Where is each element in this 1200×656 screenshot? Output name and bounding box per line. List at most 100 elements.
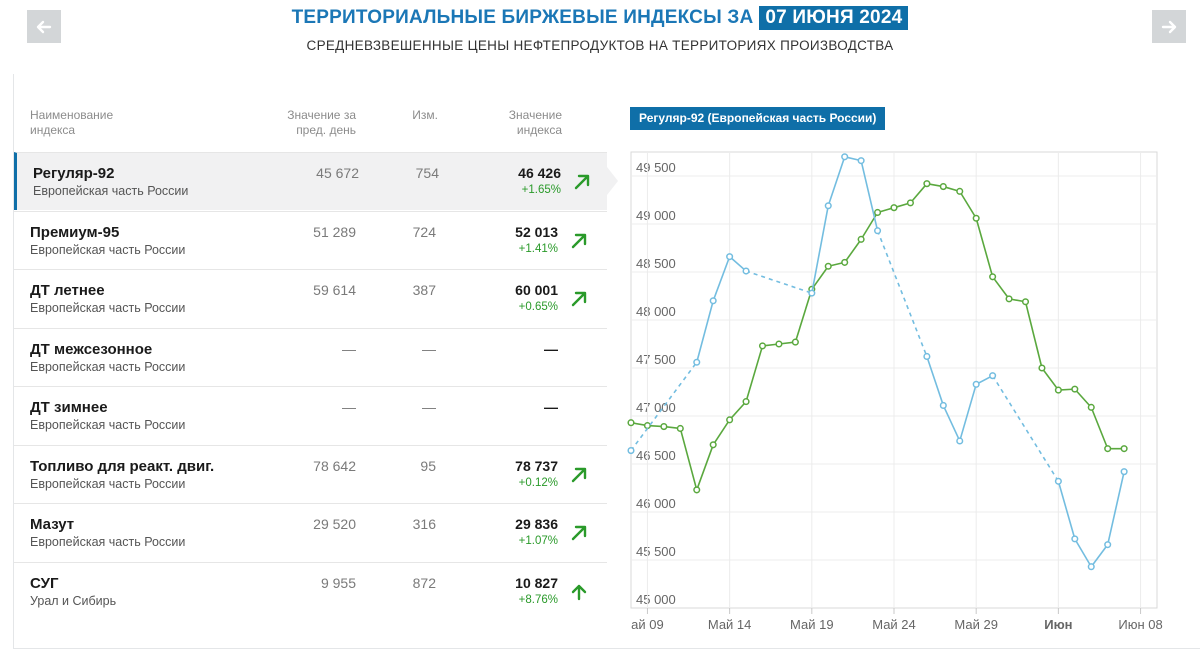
column-header-name-line2: индекса	[30, 123, 76, 137]
series-2-segment	[958, 384, 977, 442]
y-tick-label: 48 500	[636, 256, 676, 271]
series-1-point	[1021, 298, 1030, 306]
date-badge: 07 ИЮНЯ 2024	[759, 6, 909, 30]
series-1-point	[660, 423, 668, 431]
arrow-right-icon	[1161, 20, 1177, 33]
series-1-segment	[811, 265, 829, 290]
header: ТЕРРИТОРИАЛЬНЫЕ БИРЖЕВЫЕ ИНДЕКСЫ ЗА 07 ИЮ…	[0, 0, 1200, 74]
series-1-point	[1087, 403, 1095, 411]
series-2-point	[956, 437, 964, 445]
series-1-point	[775, 340, 783, 348]
row-percent: +0.65%	[518, 301, 558, 313]
column-header-value: Значение индекса	[468, 108, 562, 138]
column-header-prev-line2: пред. день	[296, 123, 356, 137]
series-1-point	[1071, 385, 1079, 393]
row-prev-value: —	[342, 399, 356, 415]
series-1-point	[956, 187, 964, 195]
series-1-point	[841, 258, 849, 266]
series-2-point	[1087, 563, 1095, 571]
row-change: —	[422, 340, 436, 357]
y-tick-label: 47 000	[636, 400, 676, 415]
y-tick-label: 45 000	[636, 592, 676, 607]
row-name: ДТ межсезонное	[30, 340, 153, 358]
series-1-point	[627, 419, 635, 427]
row-percent: +8.76%	[518, 593, 558, 606]
series-2-segment	[1106, 471, 1125, 545]
series-2-segment	[811, 205, 830, 294]
table-row[interactable]: Премиум-95 Европейская часть России 51 289…	[14, 210, 607, 269]
y-tick-label: 46 000	[636, 496, 676, 511]
series-2-point	[627, 447, 635, 455]
index-table: Наименование индекса Значение за пред. д…	[14, 96, 618, 620]
x-tick-label: Май 29	[954, 617, 998, 632]
series-1-point	[1005, 295, 1013, 303]
series-2-point	[923, 352, 931, 361]
column-header-name-line1: Наименование	[30, 108, 114, 122]
series-2-point	[874, 227, 882, 235]
row-change: 754	[415, 165, 439, 181]
row-region: Европейская часть России	[30, 535, 186, 549]
series-1-point	[939, 183, 947, 191]
row-name: Премиум-95	[30, 223, 120, 241]
series-2-segment	[695, 300, 714, 363]
series-2-segment	[729, 256, 747, 272]
series-2-point	[693, 358, 701, 366]
arrow-up-right-icon	[571, 525, 587, 541]
row-prev-value: 29 520	[313, 516, 356, 532]
row-percent: +1.41%	[518, 242, 558, 255]
series-1-point	[1038, 364, 1046, 372]
table-row[interactable]: ДТ межсезонное Европейская часть России — —…	[14, 327, 607, 386]
chart-svg: 45 000 45 500 46 000 46 500 47 000 47 500 48 0…	[627, 151, 1163, 632]
series-1-point	[874, 208, 882, 217]
table-row[interactable]: СУГ Урал и Сибирь 9 955 872 10 827 +8.76%	[14, 561, 607, 620]
row-change: 872	[412, 574, 436, 591]
page-subtitle: СРЕДНЕВЗВЕШЕННЫЕ ЦЕНЫ НЕФТЕПРОДУКТОВ НА …	[306, 38, 894, 53]
arrow-left-icon	[36, 20, 52, 33]
row-value: 29 836	[515, 516, 558, 532]
price-chart[interactable]: 45 000 45 500 46 000 46 500 47 000 47 500 48 0…	[600, 140, 1180, 640]
row-change: 95	[420, 457, 436, 474]
row-prev-value: 51 289	[313, 223, 356, 240]
table-row[interactable]: ДТ зимнее Европейская часть России — — —	[14, 386, 607, 444]
row-value: —	[544, 340, 558, 357]
row-name: СУГ	[30, 574, 59, 592]
series-1-point	[1104, 445, 1112, 453]
series-2-point	[726, 253, 734, 261]
x-tick-label: Май 24	[872, 617, 916, 632]
arrow-up-right-icon	[574, 174, 590, 190]
column-header-name: Наименование индекса	[30, 108, 113, 138]
series-1-point	[643, 422, 651, 430]
series-2-point	[1054, 477, 1062, 485]
column-header-value-line2: индекса	[516, 123, 562, 137]
series-1-segment	[959, 190, 977, 219]
row-value: 46 426	[518, 165, 561, 181]
table-row[interactable]: Топливо для реакт. двиг. Европейская част…	[14, 444, 607, 503]
row-name: Регуляр-92	[33, 165, 115, 182]
series-1-point	[890, 204, 898, 212]
row-region: Урал и Сибирь	[30, 593, 117, 608]
column-header-prev: Значение за пред. день	[260, 108, 356, 138]
series-2-point	[808, 289, 816, 297]
series-2-point	[742, 267, 750, 275]
series-2-point	[857, 157, 865, 165]
row-value: 60 001	[515, 282, 558, 298]
row-region: Европейская часть России	[30, 359, 186, 374]
x-tick-label: Май 19	[790, 617, 834, 632]
series-2-segment	[942, 405, 961, 442]
title-text: ТЕРРИТОРИАЛЬНЫЕ БИРЖЕВЫЕ ИНДЕКСЫ ЗА	[291, 7, 754, 28]
row-name: ДТ зимнее	[30, 399, 108, 416]
next-date-button[interactable]	[1152, 10, 1186, 43]
series-1-segment	[729, 401, 747, 421]
series-2-segment	[1057, 481, 1076, 540]
content-frame	[13, 74, 1200, 649]
prev-date-button[interactable]	[27, 10, 61, 43]
table-row[interactable]: Мазут Европейская часть России 29 520 316 29…	[14, 503, 607, 561]
series-1-segment	[1074, 388, 1092, 408]
row-prev-value: 9 955	[320, 574, 356, 591]
series-1-point	[758, 342, 767, 350]
table-row[interactable]: ДТ летнее Европейская часть России 59 614 3…	[14, 269, 607, 327]
series-2-segment	[712, 256, 731, 302]
x-tick-label: Июн	[1044, 617, 1072, 632]
row-name: ДТ летнее	[30, 282, 105, 299]
table-row[interactable]: Регуляр-92 Европейская часть России 45 672…	[14, 152, 618, 210]
